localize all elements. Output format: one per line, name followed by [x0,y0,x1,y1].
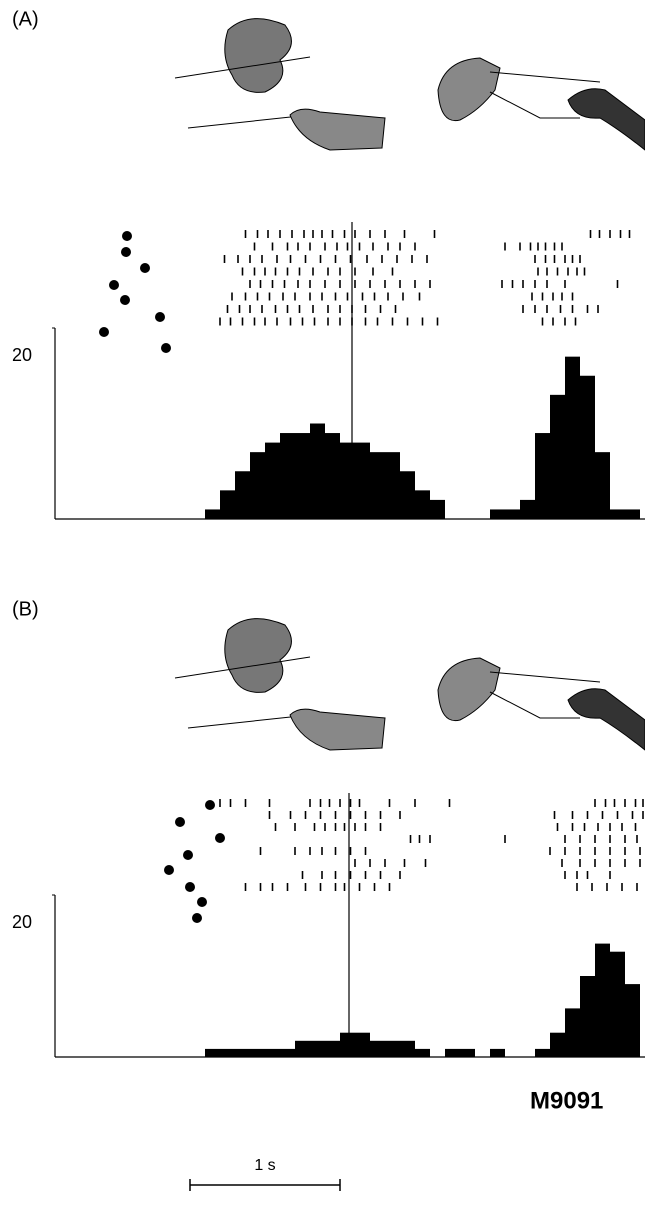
scale-label: 1 s [254,1157,275,1174]
bar [235,471,250,519]
bar [535,433,550,519]
panel-label: (B) [12,598,39,620]
bar [535,1048,550,1057]
bar [250,1048,265,1057]
bar [445,1048,460,1057]
bar [370,452,385,519]
y-tick-label: 20 [12,345,32,365]
trial-markers-b [164,800,225,923]
bar [490,1048,505,1057]
bar [205,1048,220,1057]
bar [505,509,520,519]
bar [325,1040,340,1057]
bar [595,943,610,1057]
bar [370,1040,385,1057]
bar [550,394,565,519]
bar [565,356,580,519]
bar [310,1040,325,1057]
bar [205,509,220,519]
bar [250,452,265,519]
bar [280,433,295,519]
bar [325,433,340,519]
bar [595,452,610,519]
cell-id: M9091 [530,1087,603,1114]
bar [415,1048,430,1057]
bar [355,442,370,519]
y-tick-label: 20 [12,912,32,932]
illustration-a [174,18,645,151]
bar [580,976,595,1057]
trial-markers-a [99,231,171,353]
bar [430,499,445,519]
bar [520,499,535,519]
bar [295,433,310,519]
bar [295,1040,310,1057]
bar [550,1032,565,1057]
illustration-b [174,618,645,751]
bar [310,423,325,519]
bar [415,490,430,519]
bar [340,1032,355,1057]
bar [490,509,505,519]
bar [265,442,280,519]
bar [220,1048,235,1057]
bar [625,984,640,1057]
bar [610,951,625,1057]
scale-bar [189,1179,341,1191]
bar [385,452,400,519]
bar [400,471,415,519]
bar [625,509,640,519]
panel-label: (A) [12,8,39,30]
bar [220,490,235,519]
bar [280,1048,295,1057]
bar [235,1048,250,1057]
bar [565,1008,580,1057]
bar [400,1040,415,1057]
bar [355,1032,370,1057]
bar [340,442,355,519]
bar [265,1048,280,1057]
bar [580,375,595,519]
bar [610,509,625,519]
bar [460,1048,475,1057]
bar [385,1040,400,1057]
